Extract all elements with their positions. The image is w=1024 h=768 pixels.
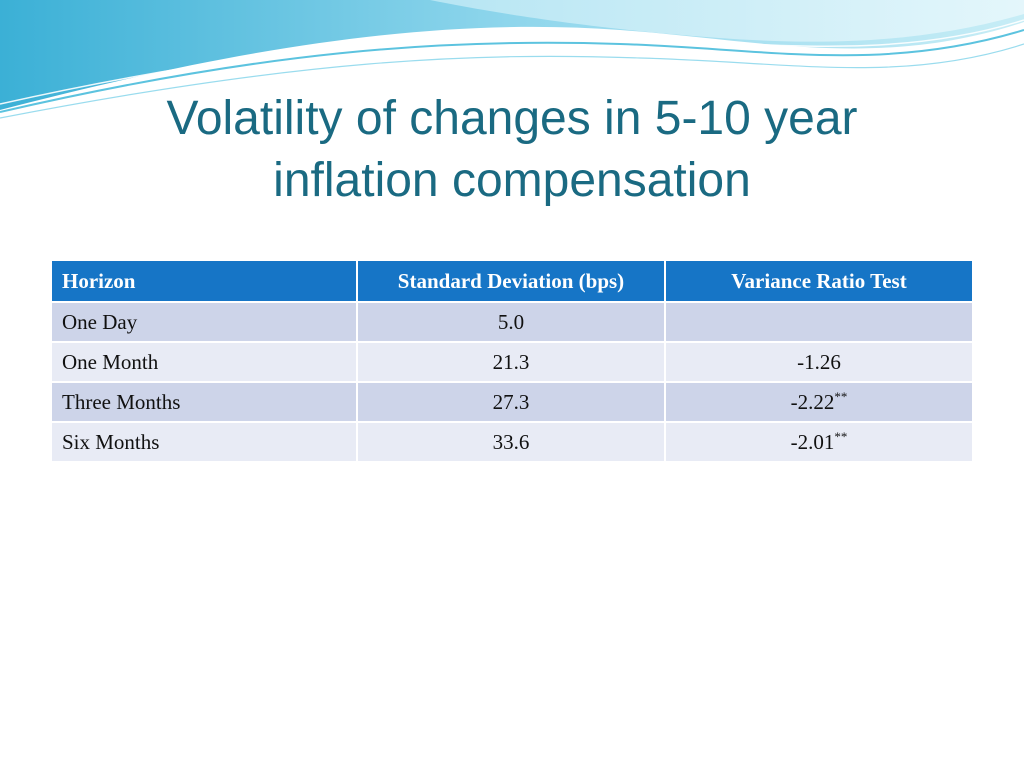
cell-variance-ratio: -1.26 [666,343,972,383]
significance-marker: ** [834,428,848,444]
header-standard-deviation: Standard Deviation (bps) [358,261,666,303]
cell-standard-deviation: 5.0 [358,303,666,343]
variance-ratio-value: -2.22 [790,389,835,414]
table-row: Six Months 33.6 -2.01** [52,423,972,463]
cell-standard-deviation: 21.3 [358,343,666,383]
cell-horizon: Six Months [52,423,358,463]
table-row: One Month 21.3 -1.26 [52,343,972,383]
header-variance-ratio-test: Variance Ratio Test [666,261,972,303]
slide-title: Volatility of changes in 5-10 year infla… [60,88,964,212]
cell-variance-ratio: -2.22** [666,383,972,423]
variance-ratio-value: -2.01 [790,429,835,454]
decorative-wave-banner [0,0,1024,119]
cell-standard-deviation: 33.6 [358,423,666,463]
cell-horizon: One Day [52,303,358,343]
cell-variance-ratio [666,303,972,343]
cell-horizon: One Month [52,343,358,383]
table-row: Three Months 27.3 -2.22** [52,383,972,423]
table-header-row: Horizon Standard Deviation (bps) Varianc… [52,261,972,303]
cell-standard-deviation: 27.3 [358,383,666,423]
variance-ratio-value: -1.26 [797,349,841,374]
header-horizon: Horizon [52,261,358,303]
cell-variance-ratio: -2.01** [666,423,972,463]
table-row: One Day 5.0 [52,303,972,343]
slide-title-line-1: Volatility of changes in 5-10 year [166,92,858,145]
slide-title-line-2: inflation compensation [273,154,751,207]
volatility-table-container: Horizon Standard Deviation (bps) Varianc… [52,261,972,463]
volatility-table: Horizon Standard Deviation (bps) Varianc… [52,261,972,463]
cell-horizon: Three Months [52,383,358,423]
significance-marker: ** [834,388,848,404]
